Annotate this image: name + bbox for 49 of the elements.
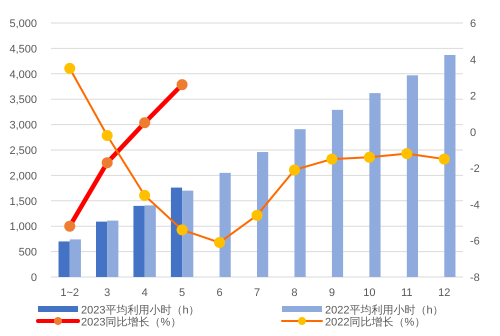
- bar: [144, 205, 156, 277]
- x-tick-label: 11: [401, 287, 413, 299]
- y-tick-label: 3,500: [9, 94, 37, 106]
- bar: [332, 110, 344, 277]
- y2-tick-label: -6: [470, 236, 480, 248]
- y-tick-label: 3,000: [9, 120, 37, 132]
- legend-label: 2023平均利用小时（h）: [81, 304, 200, 316]
- x-tick-label: 5: [179, 287, 186, 299]
- bar: [133, 206, 145, 277]
- bar: [107, 220, 118, 277]
- bar: [257, 152, 268, 277]
- y-tick-label: 4,500: [9, 43, 37, 56]
- y2-tick-label: -2: [470, 163, 480, 176]
- y2-tick-label: 4: [470, 54, 476, 66]
- bar: [170, 188, 182, 277]
- bar: [58, 241, 70, 277]
- x-tick-label: 6: [216, 287, 223, 299]
- legend-label: 2022同比增长（%）: [325, 316, 426, 328]
- bar: [406, 75, 418, 277]
- legend-label: 2022平均利用小时（h）: [325, 304, 444, 316]
- y-tick-label: 1,500: [9, 196, 37, 208]
- y-tick-label: 5,000: [9, 18, 37, 30]
- x-tick-label: 1~2: [60, 287, 80, 299]
- bar: [369, 93, 381, 277]
- bar: [96, 222, 108, 277]
- y2-tick-label: -8: [470, 272, 480, 284]
- legend-label: 2023同比增长（%）: [81, 316, 182, 328]
- y-tick-label: 2,000: [9, 170, 37, 182]
- y2-tick-label: -4: [470, 199, 480, 212]
- x-tick-label: 9: [328, 287, 335, 299]
- bar: [444, 55, 456, 277]
- bar: [182, 190, 194, 277]
- y2-tick-label: 6: [470, 18, 476, 30]
- y-tick-label: 500: [18, 246, 37, 259]
- bar: [220, 172, 231, 277]
- x-tick-label: 8: [291, 287, 298, 299]
- y-tick-label: 2,500: [9, 145, 37, 157]
- y-tick-label: 0: [30, 272, 37, 284]
- y-tick-label: 1,000: [9, 221, 37, 234]
- bar: [294, 129, 306, 277]
- y2-tick-label: 0: [470, 126, 476, 139]
- x-tick-label: 10: [363, 287, 376, 299]
- x-tick-label: 4: [142, 287, 148, 299]
- x-tick-label: 7: [254, 287, 260, 299]
- bar: [70, 239, 81, 277]
- y2-tick-label: 2: [470, 90, 476, 103]
- y-tick-label: 4,000: [9, 68, 37, 81]
- x-tick-label: 3: [104, 287, 110, 299]
- x-tick-label: 12: [438, 287, 450, 299]
